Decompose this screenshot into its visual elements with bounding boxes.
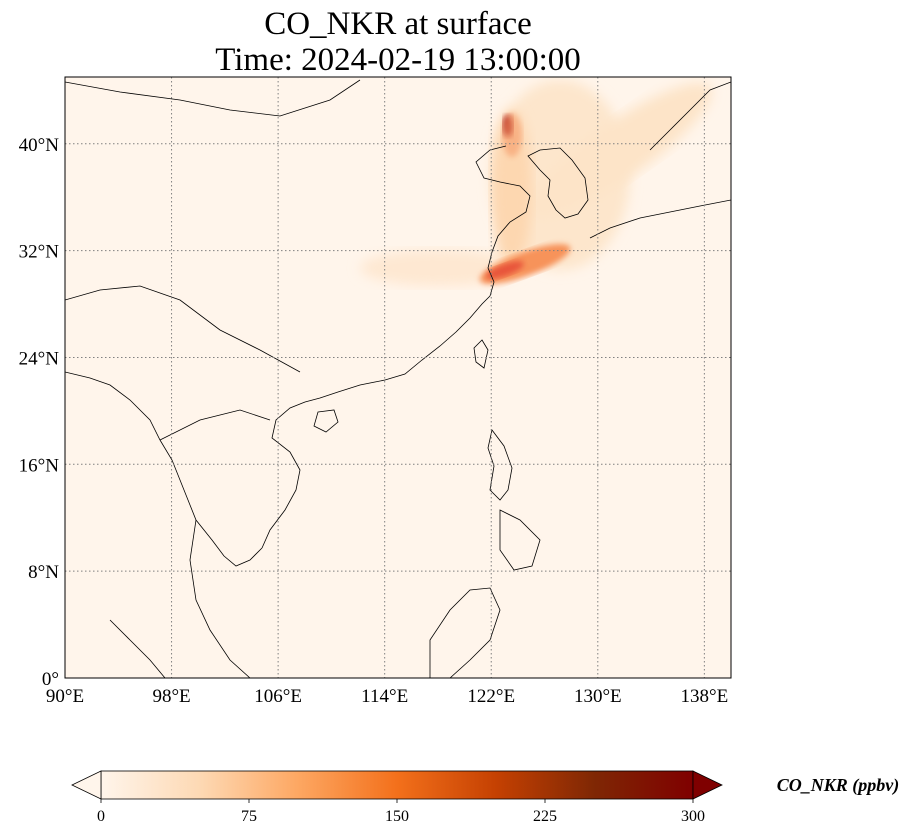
lat-tick-label: 24°N — [19, 348, 60, 369]
colorbar-extend-high — [692, 770, 723, 800]
colorbar-label: CO_NKR (ppbv) — [777, 775, 900, 796]
philippines-luzon — [487, 429, 513, 501]
colorbar: 0 75 150 225 300 CO_NKR (ppbv) — [71, 770, 900, 825]
colorbar-tick-label: 225 — [533, 808, 557, 825]
plume-yellow-sea-broad — [360, 250, 520, 286]
plume-bohai-column — [492, 110, 532, 270]
korea-peninsula — [527, 147, 589, 219]
indochina — [65, 371, 263, 567]
lon-tick-label: 114°E — [361, 686, 408, 707]
inland-border-2 — [159, 409, 271, 441]
lon-tick-label: 98°E — [152, 686, 190, 707]
colorbar-ticks: 0 75 150 225 300 — [97, 799, 705, 825]
plume-north-halo — [502, 113, 522, 157]
colorbar-tick-label: 300 — [681, 808, 705, 825]
philippines-south — [499, 509, 541, 571]
lon-tick-label: 106°E — [254, 686, 302, 707]
chart-title: CO_NKR at surface — [264, 6, 532, 42]
china-coastline — [261, 295, 491, 549]
lat-tick-label: 16°N — [19, 455, 60, 476]
yellow-sea-coast — [475, 145, 531, 297]
sumatra — [109, 619, 166, 678]
lat-tick-label: 0° — [42, 669, 59, 690]
lat-tick-label: 8°N — [28, 562, 59, 583]
lon-tick-label: 90°E — [46, 686, 84, 707]
lon-tick-label: 122°E — [467, 686, 515, 707]
japan-north — [649, 81, 731, 151]
lon-tick-label: 138°E — [681, 686, 729, 707]
borneo — [429, 587, 501, 678]
plume-shanghai-core — [486, 261, 524, 279]
colorbar-extend-low — [71, 770, 102, 800]
taiwan — [473, 339, 489, 369]
colorbar-tick-label: 75 — [241, 808, 257, 825]
colorbar-body — [100, 770, 694, 800]
inland-border-1 — [65, 285, 301, 373]
lon-tick-label: 130°E — [574, 686, 622, 707]
gridlines — [65, 77, 731, 678]
plume-northeast-band — [528, 82, 712, 218]
colorbar-tick-label: 150 — [385, 808, 409, 825]
concentration-field — [360, 80, 712, 286]
hainan — [313, 409, 339, 433]
japan-kyushu-honshu — [589, 199, 731, 239]
lat-tick-label: 32°N — [19, 242, 60, 263]
map-frame — [64, 76, 732, 679]
lat-tick-label: 40°N — [19, 135, 60, 156]
mongolia-border — [65, 79, 361, 117]
longitude-tick-labels: 90°E 98°E 106°E 114°E 122°E 130°E 138°E — [46, 686, 728, 707]
colorbar-tick-label: 0 — [97, 808, 105, 825]
latitude-tick-labels: 0° 8°N 16°N 24°N 32°N 40°N — [19, 135, 60, 690]
malay-peninsula — [189, 519, 251, 678]
coastlines — [65, 79, 731, 678]
chart-subtitle-time: Time: 2024-02-19 13:00:00 — [215, 42, 581, 78]
